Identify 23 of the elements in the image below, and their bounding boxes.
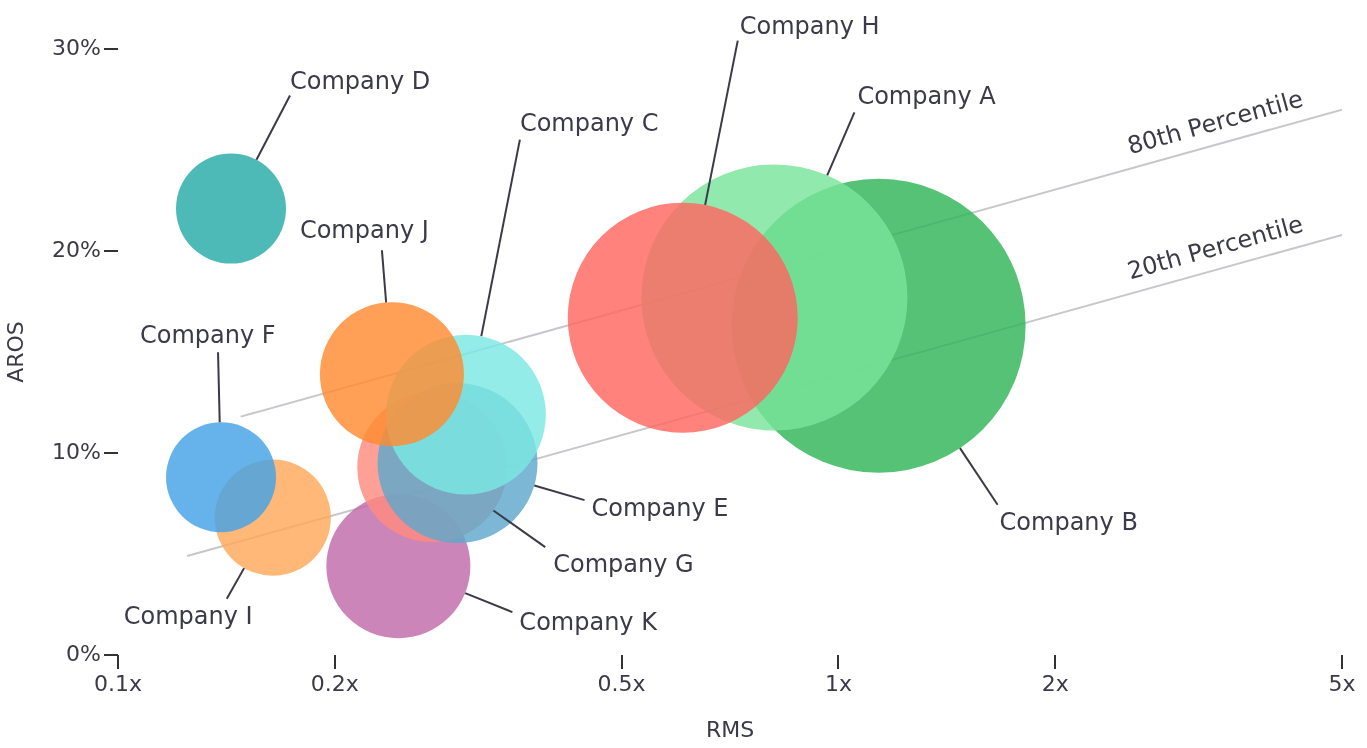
text: Company H xyxy=(739,11,880,40)
x-axis-title: RMS xyxy=(705,716,755,742)
text: Company E xyxy=(591,494,729,523)
x-tick-label: 5x xyxy=(1328,670,1356,696)
x-tick-label: 2x xyxy=(1041,670,1069,696)
text: Company G xyxy=(553,550,694,579)
x-tick-label: 0.1x xyxy=(93,670,143,696)
text: Company C xyxy=(519,108,659,137)
x-tick-label: 0.2x xyxy=(310,670,359,696)
text: Company J xyxy=(299,216,429,245)
x-tick-label: 0.5x xyxy=(597,670,646,696)
text: Company F xyxy=(140,321,276,350)
y-tick-label: 30% xyxy=(52,34,101,60)
text: Company K xyxy=(519,608,659,637)
text: Company B xyxy=(999,507,1138,536)
text: Company A xyxy=(857,81,997,110)
x-tick-label: 1x xyxy=(824,670,852,696)
y-tick-label: 10% xyxy=(52,438,101,464)
y-tick-label: 20% xyxy=(52,236,101,262)
series-label: Company I xyxy=(123,601,253,630)
y-tick-label: 0% xyxy=(66,640,101,666)
text: Company D xyxy=(290,66,431,95)
y-axis-title: AROS xyxy=(2,321,28,383)
